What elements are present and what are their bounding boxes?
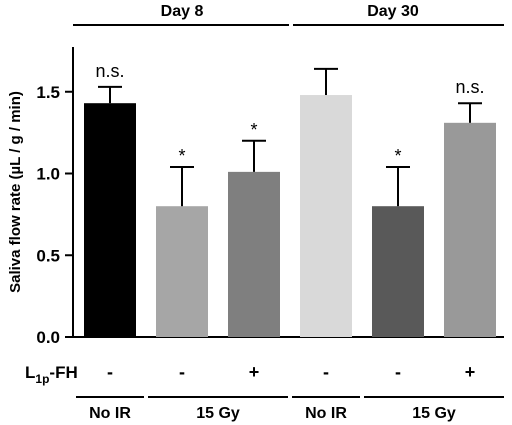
treatment-symbol: - [107, 362, 113, 382]
significance-label: n.s. [95, 61, 124, 81]
significance-label: * [178, 146, 185, 166]
treatment-row: L1p-FH - - + - - + [25, 362, 475, 386]
bar [156, 206, 208, 337]
y-axis-label: Saliva flow rate (µL / g / min) [7, 91, 24, 293]
bar [228, 171, 280, 337]
y-tick-label: 0.5 [36, 246, 60, 265]
condition-group-label: 15 Gy [196, 405, 240, 422]
treatment-row-label: L1p-FH [25, 363, 78, 386]
bar [84, 103, 136, 337]
treatment-symbol: + [465, 362, 476, 382]
significance-label: n.s. [455, 77, 484, 97]
treatment-symbol: + [249, 362, 260, 382]
significance-label: * [250, 120, 257, 140]
y-tick-label: 0.0 [36, 328, 60, 347]
condition-group-label: 15 Gy [412, 405, 456, 422]
bar [444, 122, 496, 337]
treatment-symbol: - [323, 362, 329, 382]
y-tick-label: 1.0 [36, 165, 60, 184]
condition-group-label: No IR [89, 405, 131, 422]
period-label-day30: Day 30 [367, 3, 419, 20]
condition-group-label: No IR [305, 405, 347, 422]
period-header: Day 8 Day 30 [73, 3, 504, 26]
condition-row: No IR 15 Gy No IR 15 Gy [76, 396, 504, 422]
bar [300, 95, 352, 338]
y-ticks: 0.0 0.5 1.0 1.5 [36, 83, 73, 347]
treatment-symbol: - [395, 362, 401, 382]
bars: n.s. * * * n.s. [84, 61, 496, 338]
bar [372, 206, 424, 337]
significance-label: * [394, 146, 401, 166]
period-label-day8: Day 8 [161, 3, 204, 20]
y-tick-label: 1.5 [36, 83, 60, 102]
treatment-symbol: - [179, 362, 185, 382]
